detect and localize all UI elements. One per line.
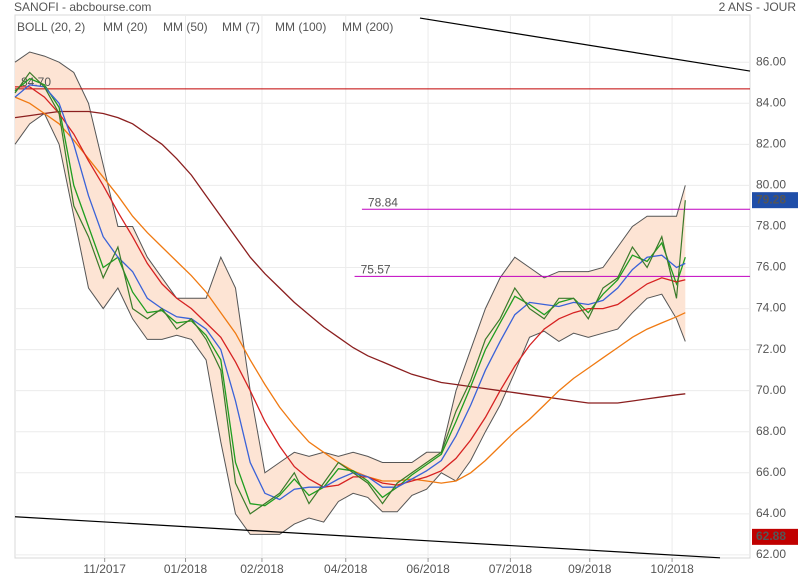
y-tick-label: 68.00	[756, 424, 786, 438]
price-label: 79.28	[756, 192, 786, 206]
trendline	[14, 516, 721, 559]
series-line	[14, 71, 686, 515]
y-tick-label: 84.00	[756, 95, 786, 109]
trendline	[419, 17, 751, 72]
y-tick-label: 80.00	[756, 178, 786, 192]
legend-entry: BOLL (20, 2)	[17, 20, 85, 34]
y-tick-label: 86.00	[756, 54, 786, 68]
legend-entry: MM (100)	[275, 20, 326, 34]
y-tick-label: 70.00	[756, 383, 786, 397]
price-label: 62.88	[756, 529, 786, 543]
price-label-box	[752, 192, 798, 209]
y-tick-label: 62.00	[756, 547, 786, 561]
x-tick-label: 07/2018	[489, 562, 533, 576]
y-tick-label: 78.00	[756, 219, 786, 233]
level-label: 75.57	[361, 263, 391, 277]
x-tick-label: 01/2018	[164, 562, 208, 576]
bollinger-fill	[15, 52, 686, 535]
level-label: 78.84	[368, 195, 398, 209]
x-tick-label: 02/2018	[240, 562, 284, 576]
bollinger-lower	[14, 112, 686, 535]
y-tick-label: 72.00	[756, 342, 786, 356]
y-tick-label: 64.00	[756, 506, 786, 520]
legend-entry: MM (7)	[222, 20, 260, 34]
chart-subtitle: 2 ANS - JOUR	[719, 0, 797, 14]
x-tick-label: 11/2017	[83, 562, 126, 576]
chart-title: SANOFI - abcbourse.com	[14, 0, 151, 14]
x-tick-label: 09/2018	[568, 562, 612, 576]
series-line	[14, 110, 686, 404]
series-line	[15, 86, 686, 488]
price-label-box	[752, 528, 798, 545]
legend-entry: MM (200)	[342, 20, 393, 34]
x-tick-label: 04/2018	[324, 562, 368, 576]
x-tick-label: 06/2018	[406, 562, 450, 576]
legend-entry: MM (20)	[103, 20, 148, 34]
legend-entry: MM (50)	[163, 20, 208, 34]
y-tick-label: 66.00	[756, 465, 786, 479]
y-tick-label: 74.00	[756, 301, 786, 315]
y-tick-label: 76.00	[756, 260, 786, 274]
y-tick-label: 82.00	[756, 137, 786, 151]
bollinger-upper	[14, 51, 686, 474]
x-tick-label: 10/2018	[650, 562, 694, 576]
